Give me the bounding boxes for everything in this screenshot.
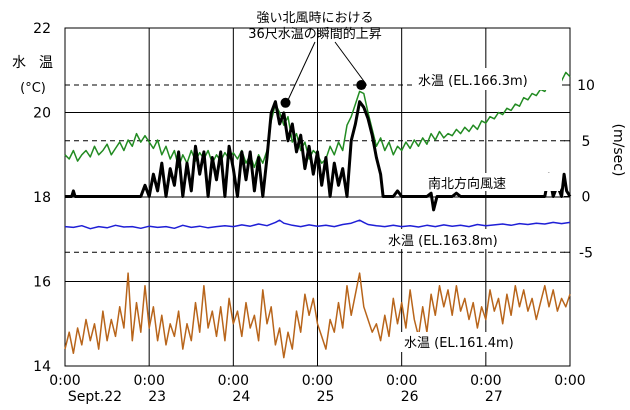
y-right-label: (m/sec) [610, 124, 626, 177]
annotation-marker-0 [280, 97, 291, 108]
y-left-tick-4: 22 [33, 21, 51, 37]
annotation-line-1: 強い北風時における [256, 11, 373, 26]
annotation-marker-1 [356, 80, 367, 91]
label-bg-brown [400, 332, 566, 352]
x-tick-date-1: 23 [148, 389, 166, 405]
x-tick-time-3: 0:00 [302, 373, 333, 389]
annotation-line-2: 36尺水温の瞬間的上昇 [248, 26, 382, 42]
x-tick-date-4: 26 [401, 389, 419, 405]
y-left-label-char-1: 水 [12, 55, 26, 71]
series-line-3 [64, 272, 571, 359]
label-bg-blue [384, 229, 560, 249]
series-label-el-161: 水温 (EL.161.4m) [404, 336, 514, 351]
series-label-el-163: 水温 (EL.163.8m) [388, 234, 498, 249]
series-layer [64, 71, 572, 359]
x-tick-date-2: 24 [232, 389, 250, 405]
y-left-unit: (°C) [20, 81, 46, 96]
y-left-tick-3: 20 [33, 106, 51, 122]
y-right-tick-1: 5 [582, 134, 591, 150]
annotation-leader-right [334, 41, 367, 85]
series-line-1 [65, 100, 572, 212]
annotation-leader-left [287, 41, 316, 101]
x-tick-time-2: 0:00 [218, 373, 249, 389]
y-left-label-char-2: 温 [39, 55, 53, 71]
x-tick-time-5: 0:00 [470, 373, 501, 389]
series-label-wind: 南北方向風速 [428, 176, 506, 192]
x-tick-date-5: 27 [485, 389, 503, 405]
y-left-tick-2: 18 [33, 190, 51, 206]
y-right-tick-0: 10 [577, 78, 595, 94]
x-tick-time-1: 0:00 [133, 373, 164, 389]
y-right-tick-2: 0 [582, 190, 591, 206]
x-tick-date-3: 25 [317, 389, 335, 405]
x-tick-time-6: 0:00 [554, 373, 585, 389]
series-line-2 [64, 219, 571, 230]
label-bg-wind [424, 173, 560, 191]
series-label-el-166: 水温 (EL.166.3m) [418, 74, 528, 89]
label-bg-green [412, 68, 562, 90]
x-tick-date-0: Sept.22 [68, 389, 122, 405]
x-tick-time-4: 0:00 [386, 373, 417, 389]
x-tick-time-0: 0:00 [49, 373, 80, 389]
y-right-tick-3: -5 [579, 245, 593, 261]
y-left-tick-0: 14 [33, 359, 51, 375]
axis-layer: 14161820221050-50:00Sept.220:00230:00240… [33, 21, 595, 405]
y-left-tick-1: 16 [33, 275, 51, 291]
